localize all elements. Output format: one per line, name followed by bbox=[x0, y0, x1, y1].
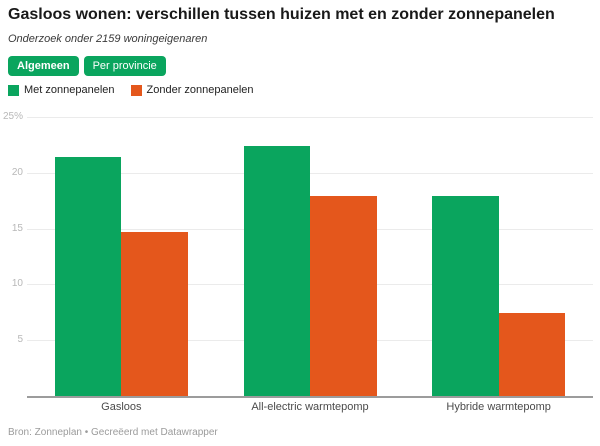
view-tabs: Algemeen Per provincie bbox=[8, 56, 166, 76]
y-tick-label: 15 bbox=[11, 222, 23, 234]
y-tick-label: 10 bbox=[11, 278, 23, 290]
category-label: Gasloos bbox=[101, 401, 142, 413]
legend-item-met-zonnepanelen: Met zonnepanelen bbox=[8, 84, 115, 96]
x-axis-baseline bbox=[27, 396, 593, 398]
bar-zonder-zonnepanelen-hybride-warmtepomp bbox=[498, 313, 566, 396]
gridline-20 bbox=[27, 172, 593, 174]
category-label: All-electric warmtepomp bbox=[251, 401, 369, 413]
separator: • bbox=[84, 427, 89, 438]
category-label: Hybride warmtepomp bbox=[446, 401, 551, 413]
legend-item-zonder-zonnepanelen: Zonder zonnepanelen bbox=[130, 84, 254, 96]
legend-swatch-green bbox=[8, 84, 19, 96]
bar-met-zonnepanelen-gasloos bbox=[54, 157, 122, 396]
chart-legend: Met zonnepanelen Zonder zonnepanelen bbox=[8, 84, 254, 96]
chart-subtitle: Onderzoek onder 2159 woningeigenaren bbox=[8, 33, 208, 45]
legend-swatch-orange bbox=[130, 84, 142, 96]
y-tick-label: 20 bbox=[11, 166, 23, 178]
datawrapper-credit-link[interactable]: Gecreëerd met Datawrapper bbox=[91, 427, 218, 438]
legend-label: Met zonnepanelen bbox=[24, 84, 115, 96]
y-tick-label: 5 bbox=[17, 334, 23, 346]
y-tick-label: 25% bbox=[2, 111, 23, 122]
bar-met-zonnepanelen-all-electric-warmtepomp bbox=[243, 146, 310, 396]
source-line: Bron: Zonneplan • Gecreëerd met Datawrap… bbox=[8, 427, 218, 438]
bar-zonder-zonnepanelen-gasloos bbox=[121, 231, 188, 396]
legend-label: Zonder zonnepanelen bbox=[146, 84, 254, 96]
bar-met-zonnepanelen-hybride-warmtepomp bbox=[432, 196, 499, 396]
tab-per-provincie[interactable]: Per provincie bbox=[83, 56, 166, 76]
page-title: Gasloos wonen: verschillen tussen huizen… bbox=[8, 6, 555, 23]
bar-zonder-zonnepanelen-all-electric-warmtepomp bbox=[310, 196, 377, 396]
source-text: Bron: Zonneplan bbox=[8, 427, 82, 438]
tab-algemeen[interactable]: Algemeen bbox=[8, 56, 79, 76]
gridline-25 bbox=[27, 117, 593, 118]
